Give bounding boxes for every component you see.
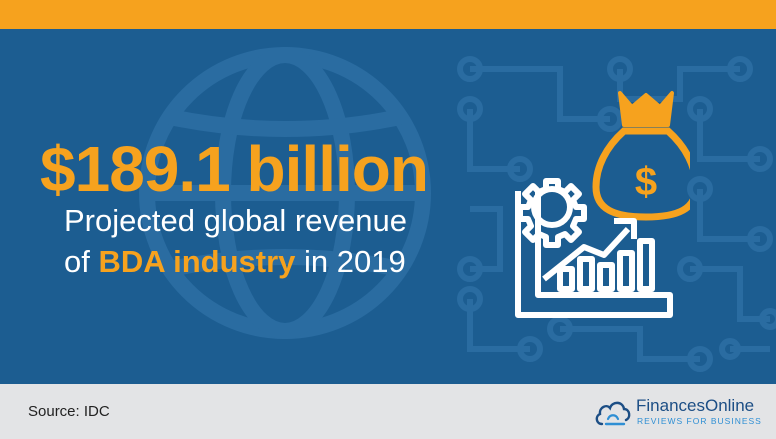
money-bag-icon: $ — [592, 91, 690, 221]
headline-amount: $189.1 billion — [40, 133, 429, 205]
finance-illustration: $ — [515, 91, 690, 318]
globe-icon — [139, 47, 431, 339]
background-art — [139, 47, 776, 372]
infographic-panel: $189.1 billion Projected global revenue … — [0, 29, 776, 384]
cloud-logo-icon — [595, 401, 631, 426]
footer-bar: Source: IDC FinancesOnline REVIEWS FOR B… — [0, 384, 776, 439]
circuit-pattern — [457, 56, 776, 372]
subline-first: Projected global revenue — [64, 203, 407, 238]
subline-prefix: of — [64, 244, 99, 279]
growth-chart-icon — [515, 191, 673, 318]
brand-tagline: REVIEWS FOR BUSINESS — [637, 416, 762, 426]
dollar-sign-icon: $ — [635, 160, 657, 204]
subline-second: of BDA industry in 2019 — [64, 243, 444, 281]
gear-icon — [517, 178, 587, 248]
subline-suffix: in 2019 — [295, 244, 406, 279]
source-note: Source: IDC — [28, 403, 110, 420]
brand-logo[interactable]: FinancesOnline REVIEWS FOR BUSINESS — [594, 396, 764, 430]
top-accent-bar — [0, 0, 776, 29]
subline-highlight: BDA industry — [98, 244, 296, 279]
brand-name: FinancesOnline — [636, 396, 755, 415]
